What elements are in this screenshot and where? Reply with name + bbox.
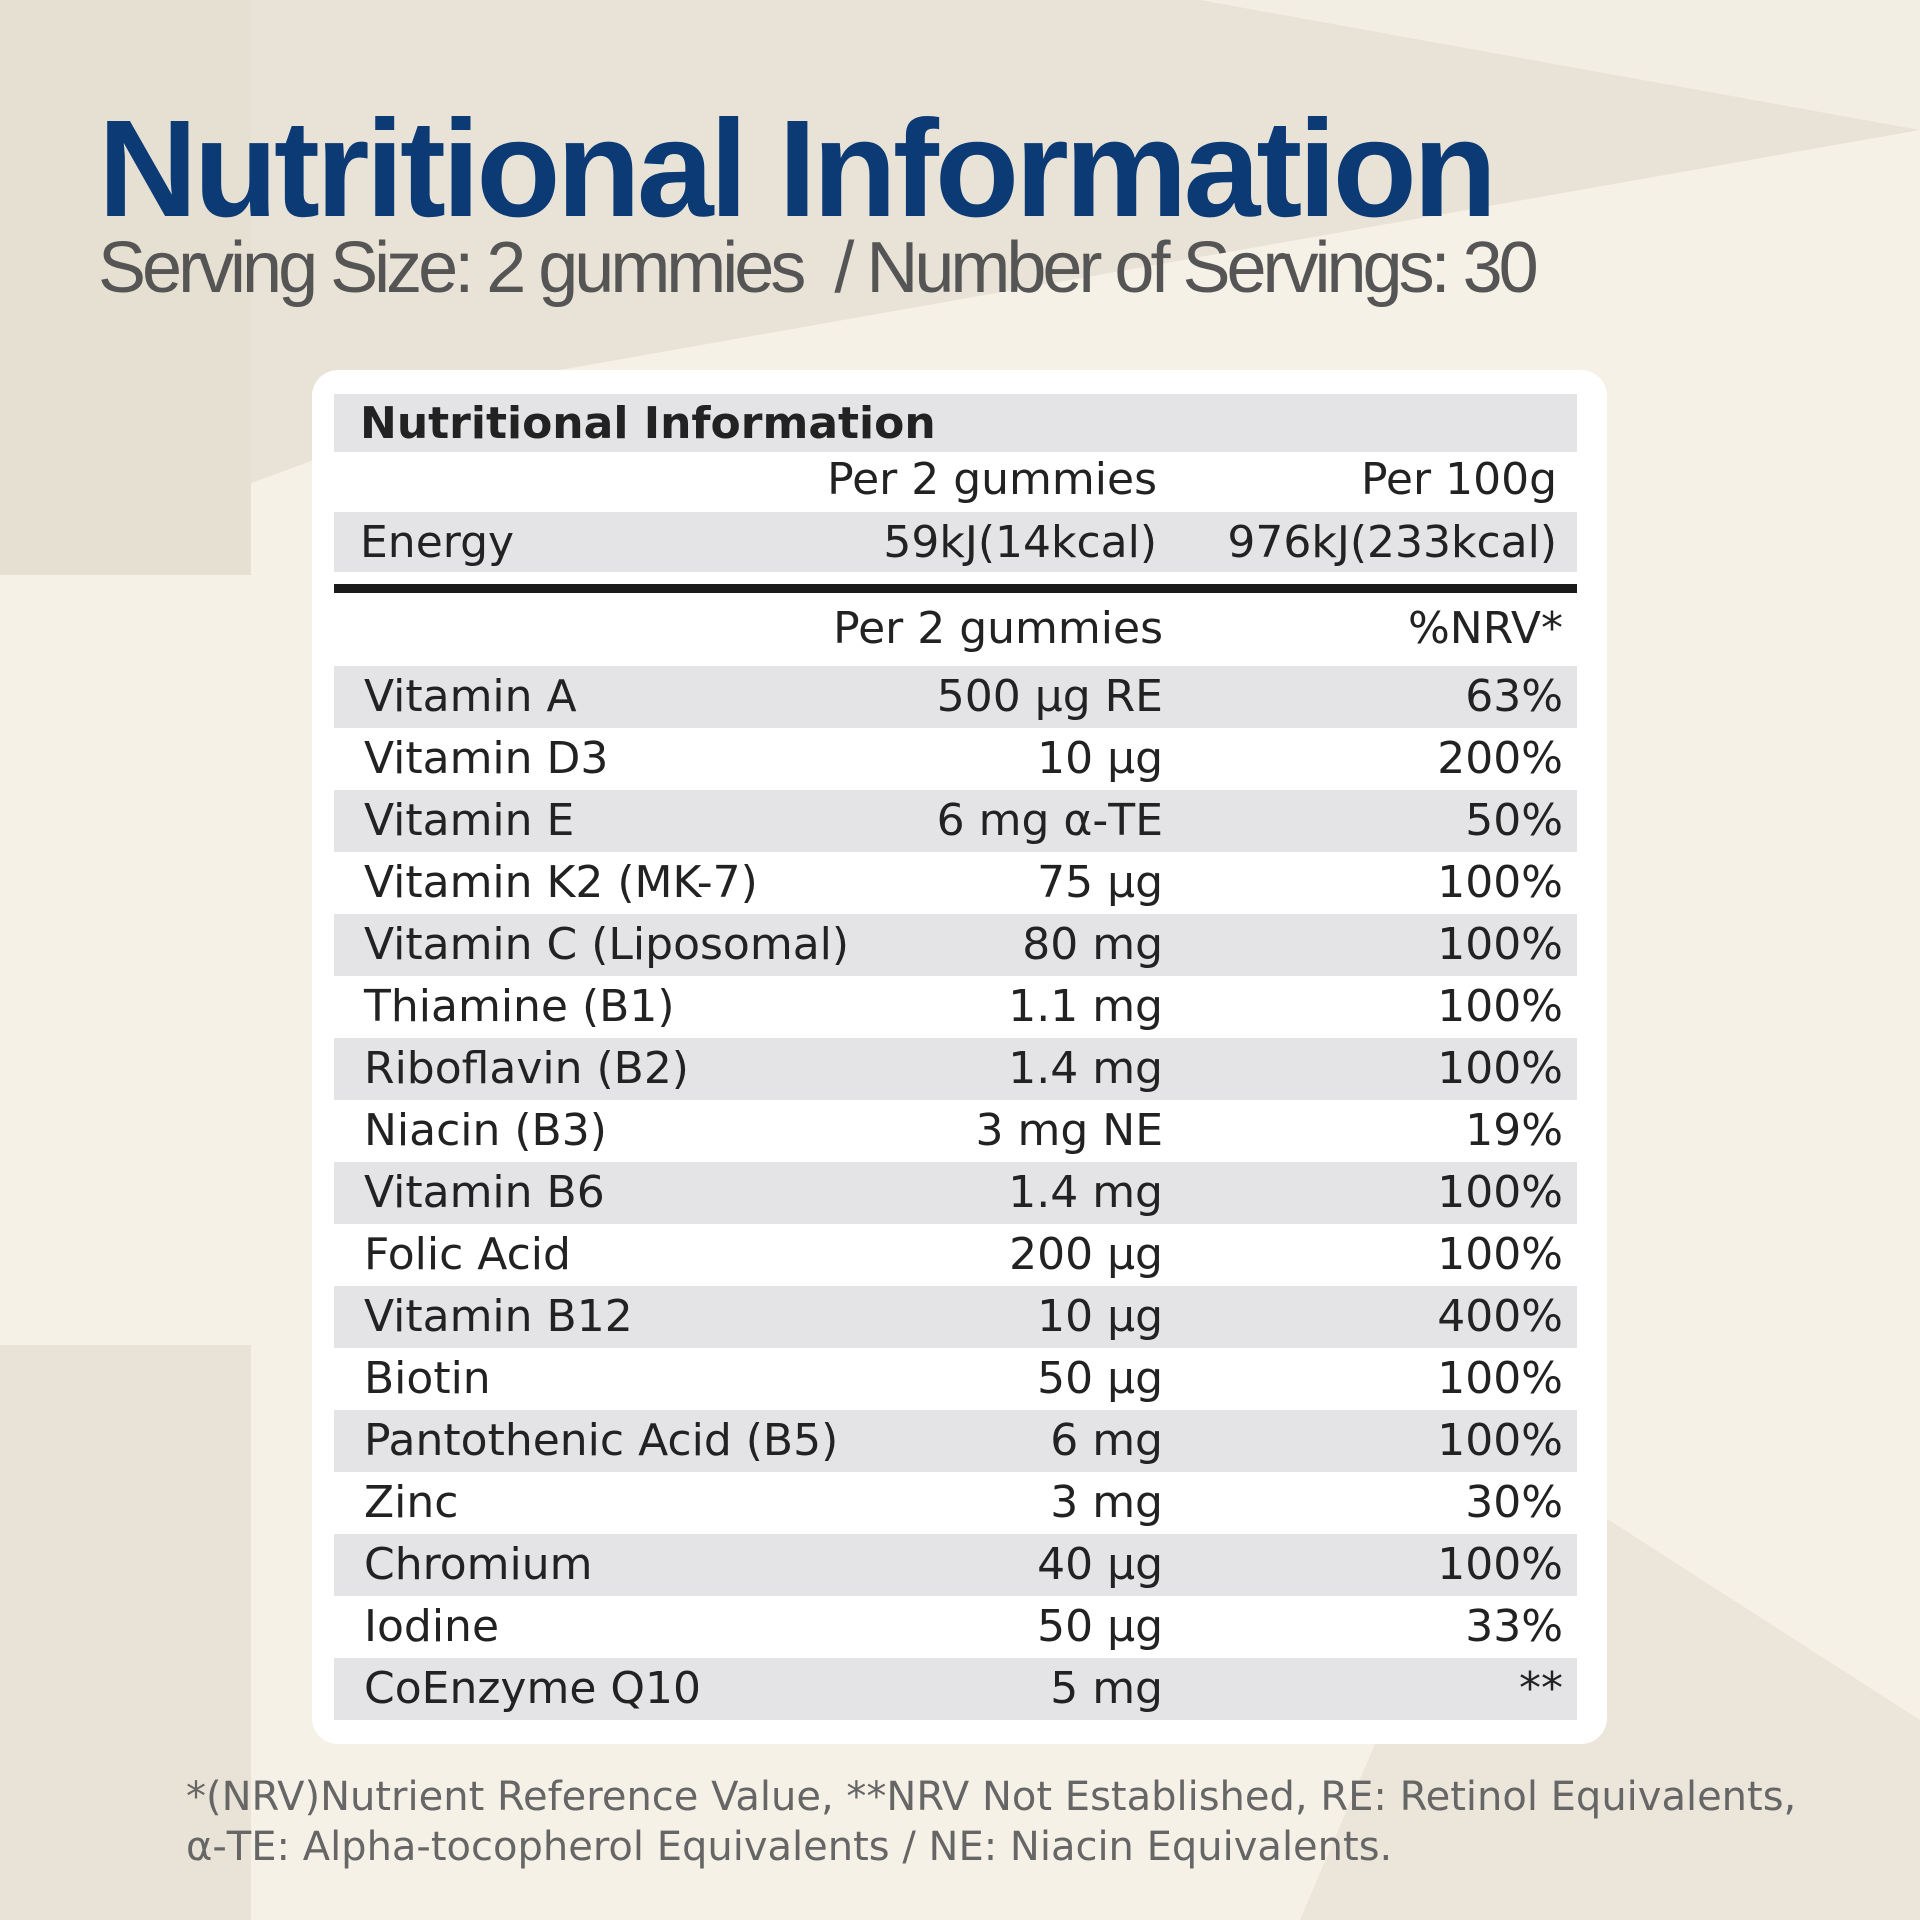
page-title: Nutritional Information [98,92,1497,246]
nutrient-amount: 1.4 mg [1008,1167,1163,1218]
nutrient-rows: Vitamin A 500 µg RE 63% Vitamin D3 10 µg 200%… [334,666,1577,1720]
nutrient-nrv: 200% [1437,733,1563,784]
table-row: Vitamin D3 10 µg 200% [334,728,1577,790]
table-row: Vitamin A 500 µg RE 63% [334,666,1577,728]
nutrient-nrv: 50% [1465,795,1563,846]
col-header-per-serving: Per 2 gummies [827,454,1157,505]
table-row: Pantothenic Acid (B5) 6 mg 100% [334,1410,1577,1472]
nutrient-amount: 80 mg [1022,919,1163,970]
nutrient-amount: 50 µg [1037,1601,1163,1652]
nutrient-amount: 200 µg [1009,1229,1163,1280]
nutrient-nrv: 30% [1465,1477,1563,1528]
nutrient-nrv: 100% [1437,981,1563,1032]
nutrient-nrv: 63% [1465,671,1563,722]
table-row: Folic Acid 200 µg 100% [334,1224,1577,1286]
nutrient-name: Vitamin B6 [364,1167,605,1218]
energy-per-100g: 976kJ(233kcal) [1227,517,1557,568]
nutrient-nrv: 100% [1437,1539,1563,1590]
footnote: *(NRV)Nutrient Reference Value, **NRV No… [186,1772,1886,1872]
nutrient-amount: 10 µg [1037,733,1163,784]
nutrient-name: Pantothenic Acid (B5) [364,1415,839,1466]
serving-info: Serving Size: 2 gummies / Number of Serv… [98,228,1539,308]
energy-label: Energy [360,517,515,568]
table-row: Vitamin E 6 mg α-TE 50% [334,790,1577,852]
nutrient-nrv: 100% [1437,1167,1563,1218]
nutrient-name: CoEnzyme Q10 [364,1663,702,1714]
nutrition-table: Nutritional Information Per 2 gummies Pe… [334,394,1577,1720]
table-row: Vitamin B12 10 µg 400% [334,1286,1577,1348]
table-row: Chromium 40 µg 100% [334,1534,1577,1596]
table-row: CoEnzyme Q10 5 mg ** [334,1658,1577,1720]
col-header-amount: Per 2 gummies [833,603,1163,654]
table-heading-row: Nutritional Information [334,394,1577,452]
nutrient-nrv: 100% [1437,1043,1563,1094]
nutrient-name: Folic Acid [364,1229,571,1280]
nutrient-name: Vitamin B12 [364,1291,633,1342]
nutrient-name: Vitamin A [364,671,577,722]
nutrient-amount: 3 mg NE [975,1105,1163,1156]
nutrient-amount: 500 µg RE [936,671,1163,722]
divider [334,584,1577,593]
table-row: Thiamine (B1) 1.1 mg 100% [334,976,1577,1038]
nutrient-amount: 5 mg [1050,1663,1163,1714]
nutrient-name: Niacin (B3) [364,1105,607,1156]
nutrient-nrv: 100% [1437,1353,1563,1404]
nutrient-name: Biotin [364,1353,491,1404]
table-row: Zinc 3 mg 30% [334,1472,1577,1534]
table-row: Riboflavin (B2) 1.4 mg 100% [334,1038,1577,1100]
nutrient-nrv: 100% [1437,857,1563,908]
nutrient-nrv: 100% [1437,1415,1563,1466]
nutrient-nrv: 33% [1465,1601,1563,1652]
energy-header-row: Per 2 gummies Per 100g [334,452,1577,512]
footnote-line: *(NRV)Nutrient Reference Value, **NRV No… [186,1774,1797,1820]
nutrient-nrv: 400% [1437,1291,1563,1342]
nutrient-header-row: Per 2 gummies %NRV* [334,601,1577,661]
table-row: Vitamin B6 1.4 mg 100% [334,1162,1577,1224]
footnote-line: α-TE: Alpha-tocopherol Equivalents / NE:… [186,1824,1393,1870]
nutrient-amount: 6 mg [1050,1415,1163,1466]
nutrient-name: Vitamin K2 (MK-7) [364,857,758,908]
nutrient-name: Vitamin E [364,795,575,846]
nutrient-name: Vitamin D3 [364,733,609,784]
nutrient-name: Riboflavin (B2) [364,1043,689,1094]
table-row: Niacin (B3) 3 mg NE 19% [334,1100,1577,1162]
table-row: Iodine 50 µg 33% [334,1596,1577,1658]
col-header-per-100g: Per 100g [1360,454,1557,505]
nutrient-amount: 6 mg α-TE [936,795,1163,846]
nutrient-amount: 10 µg [1037,1291,1163,1342]
nutrient-amount: 40 µg [1037,1539,1163,1590]
nutrient-nrv: 100% [1437,919,1563,970]
nutrient-nrv: 100% [1437,1229,1563,1280]
col-header-nrv: %NRV* [1408,603,1563,654]
table-row: Biotin 50 µg 100% [334,1348,1577,1410]
nutrient-amount: 3 mg [1050,1477,1163,1528]
energy-row: Energy 59kJ(14kcal) 976kJ(233kcal) [334,512,1577,572]
nutrient-nrv: 19% [1465,1105,1563,1156]
nutrient-name: Thiamine (B1) [364,981,675,1032]
nutrient-name: Iodine [364,1601,500,1652]
nutrient-nrv: ** [1519,1663,1563,1714]
nutrient-amount: 75 µg [1037,857,1163,908]
nutrient-amount: 1.1 mg [1008,981,1163,1032]
table-row: Vitamin K2 (MK-7) 75 µg 100% [334,852,1577,914]
energy-per-serving: 59kJ(14kcal) [883,517,1157,568]
nutrient-name: Zinc [364,1477,459,1528]
table-row: Vitamin C (Liposomal) 80 mg 100% [334,914,1577,976]
nutrient-name: Vitamin C (Liposomal) [364,919,850,970]
table-heading: Nutritional Information [360,398,936,449]
nutrient-amount: 50 µg [1037,1353,1163,1404]
nutrient-amount: 1.4 mg [1008,1043,1163,1094]
nutrient-name: Chromium [364,1539,593,1590]
nutrition-card: Nutritional Information Per 2 gummies Pe… [312,370,1607,1744]
